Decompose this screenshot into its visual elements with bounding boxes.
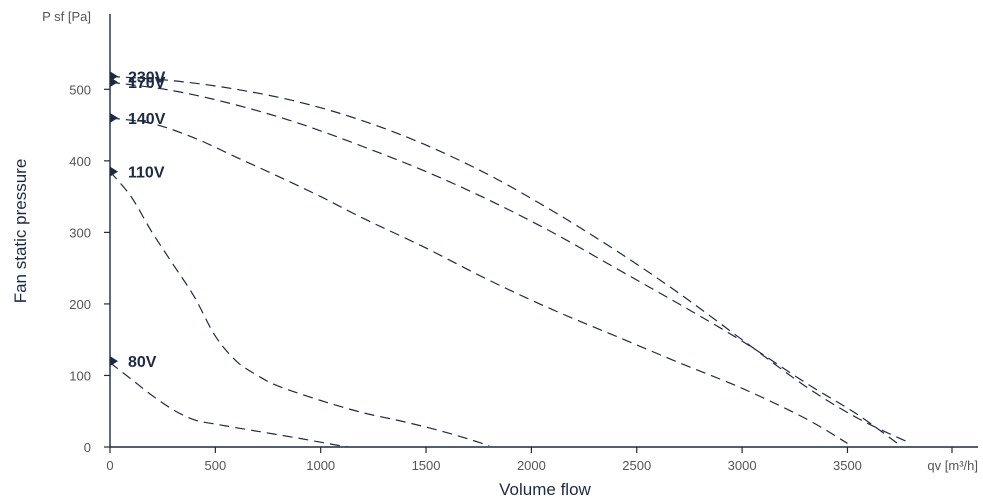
- curve-170v: [109, 81, 903, 448]
- y-tick-label: 400: [69, 154, 91, 169]
- x-tick-label: 1000: [306, 458, 335, 473]
- x-tick-label: 500: [204, 458, 226, 473]
- marker-170v: [110, 77, 118, 88]
- x-axis-title: Volume flow: [499, 480, 591, 499]
- x-tick-label: 1500: [412, 458, 441, 473]
- x-tick-label: 0: [106, 458, 113, 473]
- label-110v: 110V: [128, 165, 165, 182]
- curve-80v: [109, 362, 349, 448]
- y-axis-title: Fan static pressure: [11, 159, 30, 304]
- x-tick-label: 3000: [728, 458, 757, 473]
- marker-110v: [110, 166, 118, 177]
- x-tick-label: 2500: [622, 458, 651, 473]
- label-230v: 230V: [128, 69, 166, 86]
- label-80v: 80V: [128, 354, 157, 371]
- label-170v: 170V: [128, 75, 166, 92]
- x-unit-label: qv [m³/h]: [927, 458, 978, 473]
- y-tick-label: 100: [69, 368, 91, 383]
- curve-140v: [109, 117, 848, 444]
- y-tick-label: 300: [69, 225, 91, 240]
- marker-80v: [110, 356, 118, 367]
- y-ticks-layer: 0 100 200 300 400 500: [69, 82, 110, 455]
- y-unit-label: P sf [Pa]: [42, 9, 91, 24]
- label-140v: 140V: [128, 111, 166, 128]
- curve-230v: [109, 75, 911, 444]
- y-tick-label: 200: [69, 297, 91, 312]
- x-tick-label: 3500: [833, 458, 862, 473]
- curve-110v: [109, 171, 490, 447]
- curves-layer: [109, 75, 911, 448]
- y-tick-label: 500: [69, 82, 91, 97]
- x-tick-label: 2000: [517, 458, 546, 473]
- x-ticks-layer: 0 500 1000 1500 2000 2500 3000 3500: [106, 447, 953, 473]
- y-tick-label: 0: [84, 440, 91, 455]
- marker-140v: [110, 112, 118, 123]
